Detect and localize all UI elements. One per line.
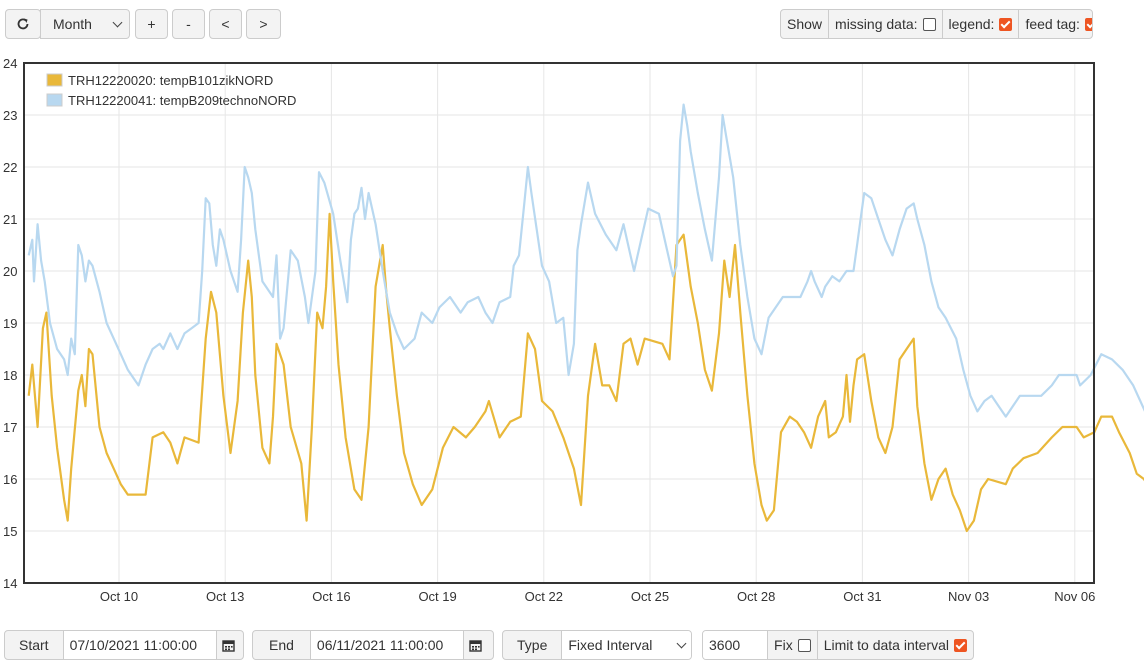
x-tick-label: Oct 16 [312,589,350,604]
y-tick-label: 17 [3,420,17,435]
refresh-button[interactable] [5,9,41,39]
y-tick-label: 15 [3,524,17,539]
prev-button[interactable]: < [209,9,242,39]
start-group: Start 07/10/2021 11:00:00 [4,630,244,660]
x-tick-label: Oct 19 [418,589,456,604]
y-tick-label: 21 [3,212,17,227]
legend-swatch [46,73,63,87]
x-axis-labels: Oct 10 Oct 13 Oct 16 Oct 19 Oct 22 Oct 25 Oct … [100,589,1096,604]
y-tick-label: 22 [3,160,17,175]
zoom-in-button[interactable]: + [135,9,168,39]
end-calendar-button[interactable] [464,631,487,659]
end-label: End [253,631,311,659]
interval-input[interactable]: 3600 [703,631,769,659]
feed-tag-option[interactable]: feed tag: [1019,10,1092,38]
y-axis-labels: 14 15 16 17 18 19 20 21 22 23 24 [3,56,17,591]
fix-checkbox[interactable] [797,638,811,652]
calendar-icon [469,639,482,652]
end-date-input[interactable]: 06/11/2021 11:00:00 [310,631,464,659]
period-select[interactable]: Month [40,9,130,39]
missing-data-checkbox[interactable] [922,17,936,31]
show-options: Show missing data: legend: feed tag: [780,9,1093,39]
x-tick-label: Oct 31 [843,589,881,604]
y-tick-label: 16 [3,472,17,487]
legend-label: TRH12220020: tempB101zikNORD [68,73,273,88]
y-tick-label: 20 [3,264,17,279]
start-date-input[interactable]: 07/10/2021 11:00:00 [63,631,217,659]
start-calendar-button[interactable] [217,631,240,659]
chevron-down-icon [676,638,687,649]
y-tick-label: 24 [3,56,17,71]
limit-checkbox[interactable] [954,638,967,652]
fix-option[interactable]: Fix [768,631,818,659]
chart-grid [24,62,1094,584]
limit-option[interactable]: Limit to data interval [818,631,973,659]
start-label: Start [5,631,64,659]
feed-tag-checkbox[interactable] [1084,17,1092,31]
zoom-out-button[interactable]: - [172,9,205,39]
legend-label: TRH12220041: tempB209technoNORD [68,93,296,108]
calendar-icon [221,639,235,652]
legend-checkbox[interactable] [999,17,1013,31]
legend-option[interactable]: legend: [943,10,1020,38]
end-group: End 06/11/2021 11:00:00 [252,630,494,660]
x-tick-label: Oct 25 [631,589,669,604]
next-button[interactable]: > [246,9,281,39]
x-tick-label: Oct 10 [100,589,138,604]
y-tick-label: 19 [3,316,17,331]
y-tick-label: 18 [3,368,17,383]
legend-swatch [46,93,63,107]
chart-legend: TRH12220020: tempB101zikNORD TRH12220041:… [46,73,296,108]
missing-data-label: missing data: [835,16,918,32]
type-group: Type Fixed Interval [502,630,692,660]
x-tick-label: Nov 06 [1054,589,1095,604]
missing-data-option[interactable]: missing data: [829,10,943,38]
type-select[interactable]: Fixed Interval [562,631,691,659]
fix-label: Fix [774,637,793,653]
legend-label: legend: [948,16,995,32]
series-line-2 [27,103,1144,418]
period-select-value: Month [53,16,92,32]
series-line-1 [27,212,1144,533]
x-tick-label: Nov 03 [948,589,989,604]
type-select-value: Fixed Interval [568,637,653,653]
x-tick-label: Oct 28 [737,589,775,604]
limit-label: Limit to data interval [823,637,949,653]
plot-frame [23,62,1095,584]
y-tick-label: 23 [3,108,17,123]
show-label: Show [781,10,830,38]
y-tick-label: 14 [3,576,17,591]
interval-group: 3600 Fix Limit to data interval [702,630,974,660]
chart-series [27,103,1144,533]
refresh-icon [17,18,29,30]
x-tick-label: Oct 13 [206,589,244,604]
type-label: Type [503,631,563,659]
x-tick-label: Oct 22 [525,589,563,604]
feed-tag-label: feed tag: [1025,16,1080,32]
